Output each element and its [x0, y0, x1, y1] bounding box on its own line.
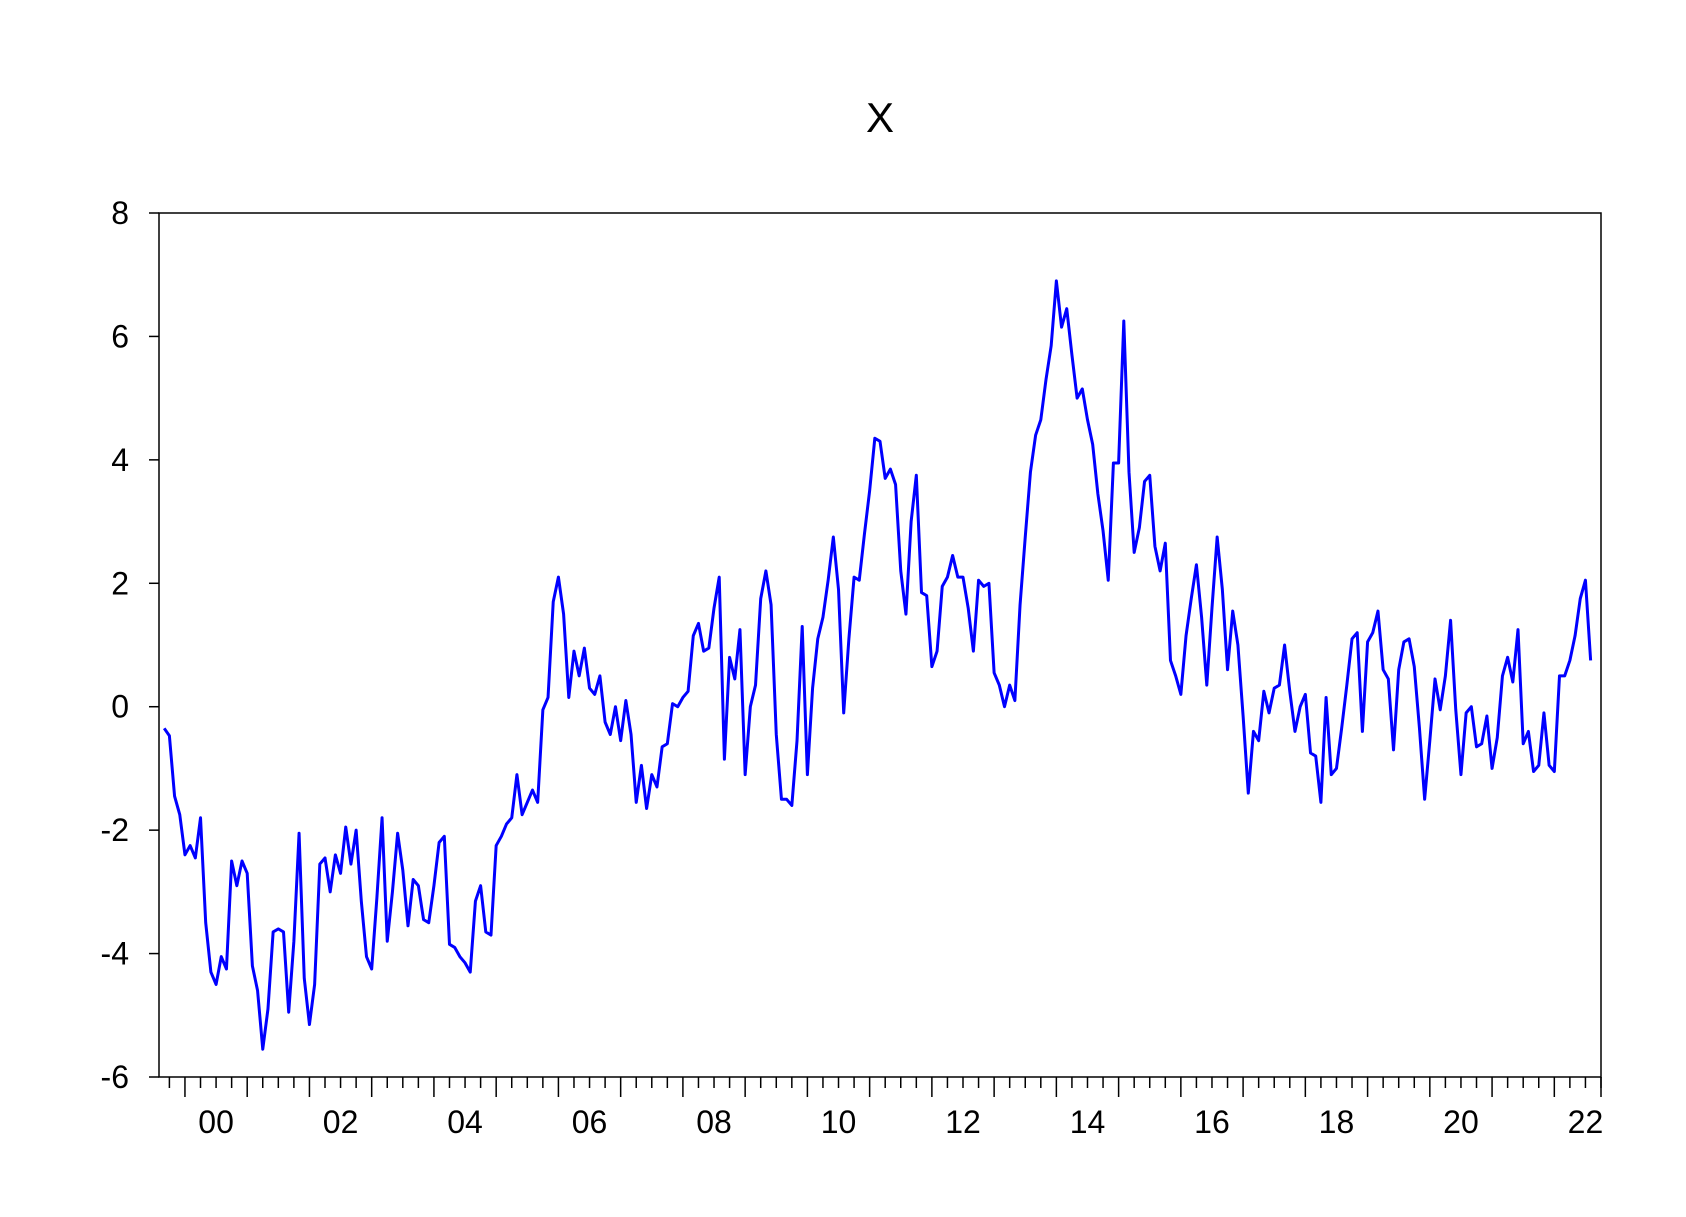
- y-tick-label: -6: [101, 1059, 129, 1095]
- x-tick-label: 18: [1319, 1104, 1355, 1140]
- x-axis: 00 02 04 06 08 10 12 14 16 18 20 22: [168, 1077, 1604, 1140]
- x-tick-label: 08: [696, 1104, 732, 1140]
- y-tick-label: -2: [101, 812, 129, 848]
- x-tick-label: 14: [1070, 1104, 1106, 1140]
- x-tick-label: 06: [572, 1104, 608, 1140]
- y-tick-label: 2: [111, 565, 129, 601]
- y-tick-label: -4: [101, 936, 129, 972]
- y-tick-label: 0: [111, 689, 129, 725]
- x-tick-label: 00: [198, 1104, 234, 1140]
- y-tick-label: 6: [111, 318, 129, 354]
- x-tick-label: 20: [1443, 1104, 1479, 1140]
- x-tick-label: 04: [447, 1104, 483, 1140]
- x-tick-label: 16: [1194, 1104, 1230, 1140]
- series-line: [162, 279, 1593, 1051]
- x-tick-label: 22: [1568, 1104, 1604, 1140]
- x-tick-label: 10: [821, 1104, 857, 1140]
- y-tick-label: 8: [111, 195, 129, 231]
- plot-frame: [158, 212, 1602, 1078]
- x-tick-label: 02: [323, 1104, 359, 1140]
- x-tick-label: 12: [945, 1104, 981, 1140]
- chart-title: X: [866, 94, 894, 141]
- y-tick-label: 4: [111, 442, 129, 478]
- y-axis: -6 -4 -2 0 2 4 6 8: [101, 195, 159, 1095]
